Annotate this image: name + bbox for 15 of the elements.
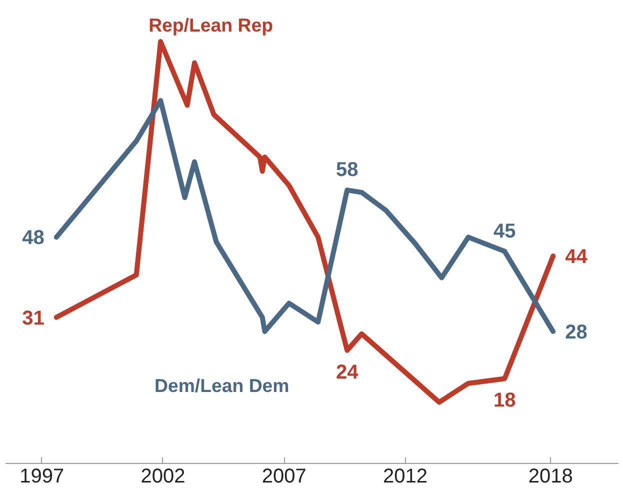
x-tick-label: 2018	[528, 466, 573, 488]
data-label: 28	[565, 321, 588, 344]
data-label: 48	[22, 227, 44, 250]
data-label: 44	[565, 246, 588, 268]
data-label: 31	[22, 307, 44, 330]
x-tick-label: 2007	[262, 466, 306, 488]
x-tick-label: 1997	[20, 466, 64, 488]
text: Dem/Lean Dem	[154, 375, 290, 396]
data-label: 58	[336, 159, 358, 182]
data-label: 24	[336, 361, 360, 384]
x-tick-label: 2012	[383, 466, 428, 488]
data-label: 18	[494, 390, 516, 412]
x-tick-label: 2002	[140, 466, 186, 488]
series-label: Rep/Lean Rep	[148, 14, 273, 36]
data-label: 45	[494, 220, 516, 242]
